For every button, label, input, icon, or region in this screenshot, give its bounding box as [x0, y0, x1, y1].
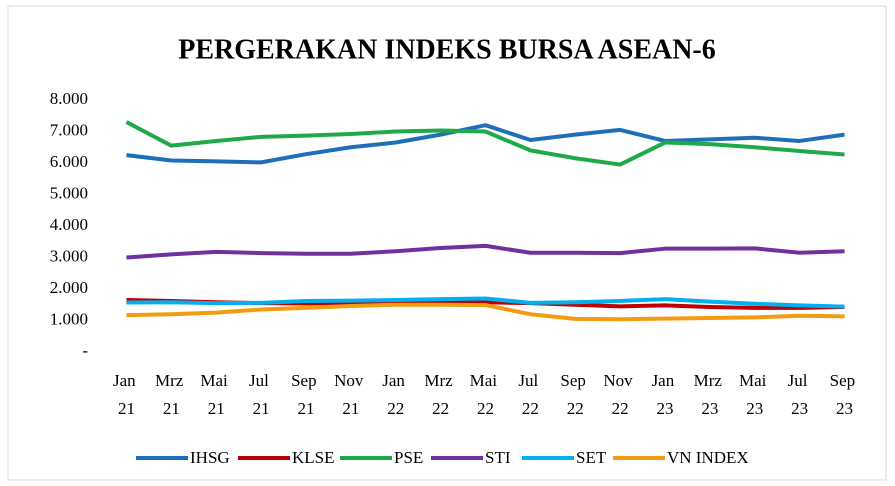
legend-label: STI	[485, 448, 511, 467]
x-tick-label: Jan 23	[652, 371, 679, 418]
legend-label: VN INDEX	[667, 448, 749, 467]
x-tick-label: Sep 22	[560, 371, 590, 418]
x-tick-label: Mai 22	[470, 371, 502, 418]
y-tick-label: 6.000	[50, 152, 88, 171]
x-tick-label: Mrz 22	[424, 371, 457, 418]
legend-label: SET	[576, 448, 607, 467]
series-line	[126, 123, 845, 165]
x-tick-label: Jan 21	[113, 371, 140, 418]
series-line	[125, 120, 845, 167]
legend-label: KLSE	[292, 448, 335, 467]
series-line	[126, 296, 845, 309]
x-tick-label: Mai 23	[739, 371, 771, 418]
legend-label: PSE	[394, 448, 423, 467]
y-tick-label: 2.000	[50, 278, 88, 297]
x-tick-label: Jul 22	[518, 371, 542, 418]
x-tick-label: Sep 21	[291, 371, 321, 418]
series-line	[126, 243, 845, 260]
x-tick-label: Jul 21	[249, 371, 273, 418]
chart-title: PERGERAKAN INDEKS BURSA ASEAN-6	[178, 34, 716, 65]
x-tick-label: Jul 23	[788, 371, 812, 418]
y-tick-label: 3.000	[50, 246, 88, 265]
legend-label: IHSG	[190, 448, 230, 467]
x-tick-label: Nov 21	[334, 371, 368, 418]
y-tick-label: 7.000	[50, 120, 88, 139]
y-tick-label: 1.000	[50, 309, 88, 328]
y-tick-label: -	[82, 341, 88, 360]
x-tick-label: Sep 23	[830, 371, 860, 418]
y-tick-label: 5.000	[50, 183, 88, 202]
x-tick-label: Mai 21	[200, 371, 232, 418]
chart-border	[7, 5, 887, 481]
x-tick-label: Jan 22	[382, 371, 409, 418]
x-tick-label: Mrz 21	[155, 371, 188, 418]
x-tick-label: Nov 22	[603, 371, 637, 418]
series-line	[126, 302, 845, 322]
x-tick-label: Mrz 23	[694, 371, 727, 418]
y-tick-label: 8.000	[50, 89, 88, 108]
y-tick-label: 4.000	[50, 215, 88, 234]
